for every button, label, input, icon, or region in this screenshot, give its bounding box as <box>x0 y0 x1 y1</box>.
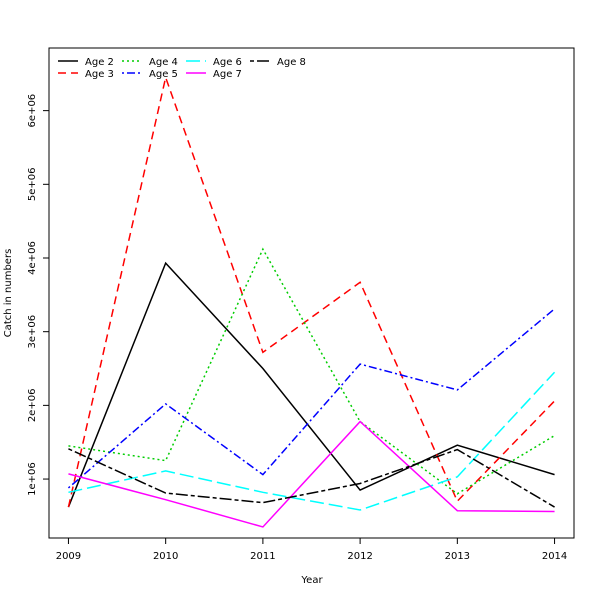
x-tick-label: 2012 <box>347 551 372 562</box>
x-tick-label: 2013 <box>445 551 470 562</box>
y-tick-label: 5e+06 <box>27 168 38 202</box>
x-axis: 2009 2010 2011 2012 2013 2014 <box>56 538 567 562</box>
y-axis: 1e+06 2e+06 3e+06 4e+06 5e+06 6e+06 <box>27 94 49 496</box>
y-tick-label: 6e+06 <box>27 94 38 128</box>
y-tick-label: 3e+06 <box>27 315 38 349</box>
legend-label: Age 4 <box>149 57 178 68</box>
x-tick-label: 2014 <box>542 551 567 562</box>
series-line-age-2 <box>67 261 555 508</box>
series-line-age-8 <box>68 448 555 508</box>
y-tick-label: 2e+06 <box>27 389 38 423</box>
legend-label: Age 7 <box>213 69 242 80</box>
legend-label: Age 3 <box>85 69 114 80</box>
series-line-age-5 <box>67 308 556 489</box>
legend-label: Age 6 <box>213 57 242 68</box>
y-axis-title: Catch in numbers <box>3 249 14 338</box>
series-lines <box>67 74 556 528</box>
y-tick-label: 4e+06 <box>27 241 38 275</box>
legend-label: Age 5 <box>149 69 178 80</box>
series-line-age-4 <box>68 247 555 495</box>
legend-label: Age 8 <box>277 57 306 68</box>
x-tick-label: 2011 <box>250 551 275 562</box>
plot-frame <box>48 47 575 539</box>
series-line-age-7 <box>68 420 555 528</box>
series-line-age-6 <box>68 371 556 511</box>
legend-label: Age 2 <box>85 57 114 68</box>
y-tick-label: 1e+06 <box>27 462 38 496</box>
x-tick-label: 2009 <box>56 551 81 562</box>
x-tick-label: 2010 <box>153 551 178 562</box>
series-line-age-3 <box>67 74 556 508</box>
x-axis-title: Year <box>300 575 323 586</box>
